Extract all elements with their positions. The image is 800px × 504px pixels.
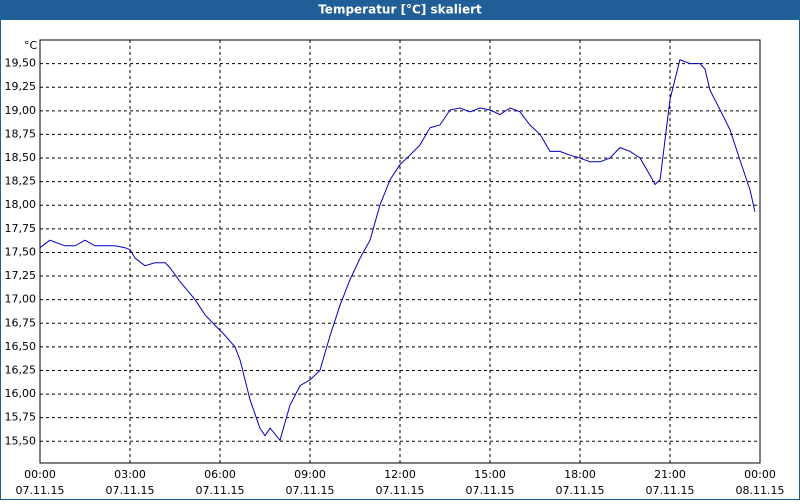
y-tick-label: 16,25 [5, 363, 37, 376]
y-tick-label: 18,75 [5, 127, 37, 140]
y-tick-label: 16,75 [5, 316, 37, 329]
x-tick-label: 00:00 [24, 468, 56, 481]
x-tick-label: 06:00 [204, 468, 236, 481]
x-tick-date: 07.11.15 [646, 484, 695, 497]
y-tick-label: 17,75 [5, 222, 37, 235]
y-tick-label: 19,00 [5, 104, 37, 117]
x-tick-label: 18:00 [564, 468, 596, 481]
x-tick-label: 09:00 [294, 468, 326, 481]
y-tick-label: 16,00 [5, 387, 37, 400]
y-tick-label: 17,50 [5, 245, 37, 258]
y-tick-label: 19,50 [5, 57, 37, 70]
y-tick-label: 15,75 [5, 411, 37, 424]
y-tick-label: 19,25 [5, 80, 37, 93]
x-tick-date: 08.11.15 [736, 484, 785, 497]
x-tick-label: 21:00 [654, 468, 686, 481]
y-tick-label: 18,25 [5, 175, 37, 188]
x-tick-date: 07.11.15 [376, 484, 425, 497]
y-tick-label: 18,50 [5, 151, 37, 164]
x-tick-label: 00:00 [744, 468, 776, 481]
x-tick-date: 07.11.15 [196, 484, 245, 497]
x-tick-date: 07.11.15 [106, 484, 155, 497]
y-unit: °C [24, 39, 38, 52]
x-tick-date: 07.11.15 [286, 484, 335, 497]
x-tick-date: 07.11.15 [16, 484, 65, 497]
y-tick-label: 17,25 [5, 269, 37, 282]
x-tick-date: 07.11.15 [556, 484, 605, 497]
data-line [39, 59, 756, 442]
title-bar [0, 0, 800, 20]
window-title: Temperatur [°C] skaliert [318, 3, 482, 17]
y-tick-label: 15,50 [5, 434, 37, 447]
x-tick-date: 07.11.15 [466, 484, 515, 497]
y-tick-label: 17,00 [5, 293, 37, 306]
x-tick-label: 12:00 [384, 468, 416, 481]
x-tick-label: 15:00 [474, 468, 506, 481]
y-tick-label: 18,00 [5, 198, 37, 211]
plot-border [39, 39, 761, 464]
y-tick-label: 16,50 [5, 340, 37, 353]
x-tick-label: 03:00 [114, 468, 146, 481]
